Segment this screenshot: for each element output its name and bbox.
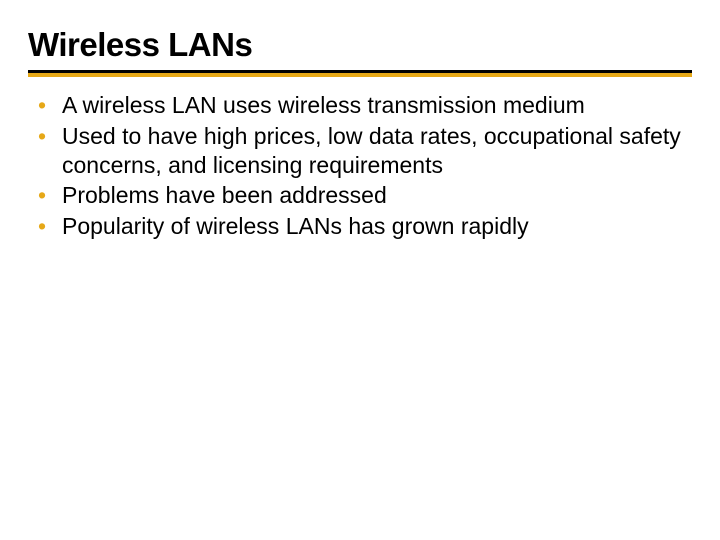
- list-item: Used to have high prices, low data rates…: [36, 122, 692, 180]
- bullet-list: A wireless LAN uses wireless transmissio…: [36, 91, 692, 241]
- list-item: A wireless LAN uses wireless transmissio…: [36, 91, 692, 120]
- slide-title: Wireless LANs: [28, 26, 692, 64]
- list-item: Problems have been addressed: [36, 181, 692, 210]
- slide: Wireless LANs A wireless LAN uses wirele…: [0, 0, 720, 540]
- list-item: Popularity of wireless LANs has grown ra…: [36, 212, 692, 241]
- title-rule-accent: [28, 73, 692, 77]
